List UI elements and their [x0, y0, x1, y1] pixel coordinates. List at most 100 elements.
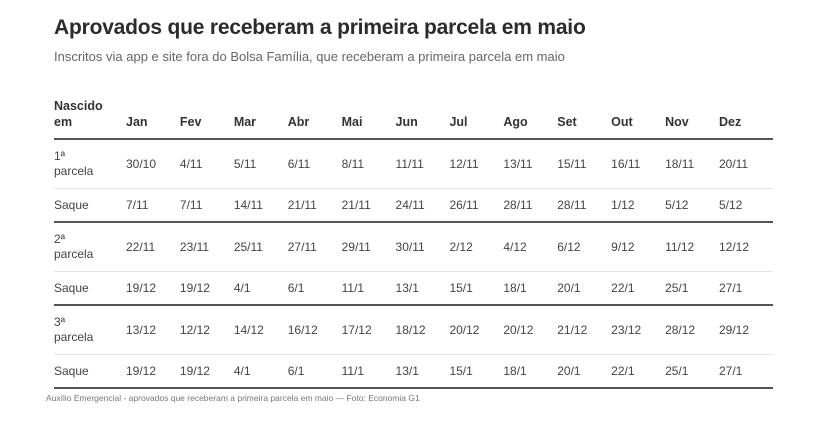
row-label-line1: 1ª: [54, 149, 66, 163]
table-row-parcela: 2ª parcela 22/11 23/11 25/11 27/11 29/11 30/11 2…: [54, 222, 773, 272]
table-cell-date: 4/1: [233, 354, 288, 389]
row-label-line1: 3ª: [54, 315, 66, 329]
payment-schedule-table: Nascido em Jan Fev Mar Abr Mai Jun Jul Ago Set Out…: [54, 88, 773, 389]
table-cell-date: 15/1: [449, 271, 504, 306]
row-label-line1: Saque: [54, 363, 89, 378]
table-cell-date: 1/12: [611, 188, 666, 223]
table-cell-date: 5/11: [233, 139, 288, 189]
row-label-line1: 2ª: [54, 232, 66, 246]
header-month-mar: Mar: [233, 88, 288, 140]
table-cell-date: 21/11: [341, 188, 396, 223]
header-month-out: Out: [611, 88, 666, 140]
table-cell-date: 27/1: [718, 271, 773, 306]
table-cell-date: 7/11: [126, 188, 180, 223]
row-label-line2: parcela: [54, 330, 94, 344]
table-cell-date: 28/12: [665, 305, 719, 355]
table-cell-date: 12/11: [449, 139, 504, 189]
table-cell-date: 2/12: [449, 222, 504, 272]
header-month-abr: Abr: [287, 88, 342, 140]
table-cell-date: 13/1: [395, 354, 450, 389]
table-cell-date: 20/11: [718, 139, 773, 189]
header-month-mai: Mai: [341, 88, 396, 140]
table-cell-date: 8/11: [341, 139, 396, 189]
table-cell-date: 4/1: [233, 271, 288, 306]
table-cell-date: 23/11: [179, 222, 234, 272]
table-cell-date: 19/12: [179, 271, 234, 306]
table-cell-date: 25/11: [233, 222, 288, 272]
table-cell-date: 4/12: [503, 222, 558, 272]
table-cell-date: 12/12: [718, 222, 773, 272]
header-month-jan: Jan: [126, 88, 180, 140]
table-cell-date: 27/1: [718, 354, 773, 389]
table-row-parcela: 1ª parcela 30/10 4/11 5/11 6/11 8/11 11/11 12/11…: [54, 139, 773, 189]
table-cell-date: 11/12: [665, 222, 719, 272]
table-cell-date: 25/1: [665, 271, 719, 306]
table-cell-date: 30/10: [126, 139, 180, 189]
table-cell-date: 23/12: [611, 305, 666, 355]
table-cell-date: 19/12: [126, 271, 180, 306]
row-label: Saque: [54, 271, 126, 306]
table-cell-date: 15/11: [557, 139, 612, 189]
table-cell-date: 15/1: [449, 354, 504, 389]
table-cell-date: 18/1: [503, 354, 558, 389]
table-cell-date: 30/11: [395, 222, 450, 272]
table-cell-date: 13/12: [126, 305, 180, 355]
table-cell-date: 11/11: [395, 139, 450, 189]
table-cell-date: 20/12: [503, 305, 558, 355]
table-row-saque: Saque 19/12 19/12 4/1 6/1 11/1 13/1 15/1 18/1 20/…: [54, 354, 773, 389]
header-month-jul: Jul: [449, 88, 504, 140]
table-cell-date: 21/12: [557, 305, 612, 355]
table-cell-date: 29/12: [718, 305, 773, 355]
table-row-parcela: 3ª parcela 13/12 12/12 14/12 16/12 17/12 18/12 2…: [54, 305, 773, 355]
table-body: 1ª parcela 30/10 4/11 5/11 6/11 8/11 11/11 12/11…: [54, 139, 773, 389]
table-cell-date: 17/12: [341, 305, 396, 355]
row-label-line1: Saque: [54, 280, 89, 295]
table-cell-date: 20/12: [449, 305, 504, 355]
table-cell-date: 16/12: [287, 305, 342, 355]
table-cell-date: 19/12: [179, 354, 234, 389]
table-cell-date: 22/11: [126, 222, 180, 272]
row-label-line2: parcela: [54, 164, 94, 178]
header-month-jun: Jun: [395, 88, 450, 140]
table-cell-date: 9/12: [611, 222, 666, 272]
table-cell-date: 7/11: [179, 188, 234, 223]
header-month-fev: Fev: [179, 88, 234, 140]
table-row-saque: Saque 19/12 19/12 4/1 6/1 11/1 13/1 15/1 18/1 20/…: [54, 271, 773, 306]
table-cell-date: 6/11: [287, 139, 342, 189]
table-cell-date: 14/11: [233, 188, 288, 223]
table-cell-date: 28/11: [557, 188, 612, 223]
row-label: 1ª parcela: [54, 139, 126, 189]
page-title: Aprovados que receberam a primeira parce…: [54, 16, 586, 39]
row-label: 3ª parcela: [54, 305, 126, 355]
table-header-row: Nascido em Jan Fev Mar Abr Mai Jun Jul Ago Set Out…: [54, 88, 773, 140]
row-label-line2: parcela: [54, 247, 94, 261]
table-cell-date: 6/12: [557, 222, 612, 272]
table-cell-date: 16/11: [611, 139, 666, 189]
table-cell-date: 26/11: [449, 188, 504, 223]
table-cell-date: 11/1: [341, 271, 396, 306]
table-cell-date: 22/1: [611, 354, 666, 389]
table-cell-date: 22/1: [611, 271, 666, 306]
table-cell-date: 6/1: [287, 354, 342, 389]
header-nascido-em: Nascido em: [54, 88, 126, 140]
table-cell-date: 14/12: [233, 305, 288, 355]
header-month-set: Set: [557, 88, 612, 140]
table-cell-date: 4/11: [179, 139, 234, 189]
table-cell-date: 25/1: [665, 354, 719, 389]
row-label: 2ª parcela: [54, 222, 126, 272]
table-cell-date: 18/11: [665, 139, 719, 189]
table-cell-date: 20/1: [557, 354, 612, 389]
header-nascido-line2: em: [54, 115, 73, 129]
row-label: Saque: [54, 188, 126, 223]
header-month-nov: Nov: [665, 88, 719, 140]
header-month-ago: Ago: [503, 88, 558, 140]
header-month-dez: Dez: [718, 88, 773, 140]
page-subtitle: Inscritos via app e site fora do Bolsa F…: [54, 49, 565, 64]
table-cell-date: 20/1: [557, 271, 612, 306]
table-cell-date: 13/1: [395, 271, 450, 306]
table-cell-date: 5/12: [718, 188, 773, 223]
image-caption: Auxílio Emergencial - aprovados que rece…: [46, 393, 420, 403]
table-cell-date: 5/12: [665, 188, 719, 223]
table-cell-date: 24/11: [395, 188, 450, 223]
payment-table-container: Nascido em Jan Fev Mar Abr Mai Jun Jul Ago Set Out…: [54, 88, 773, 389]
